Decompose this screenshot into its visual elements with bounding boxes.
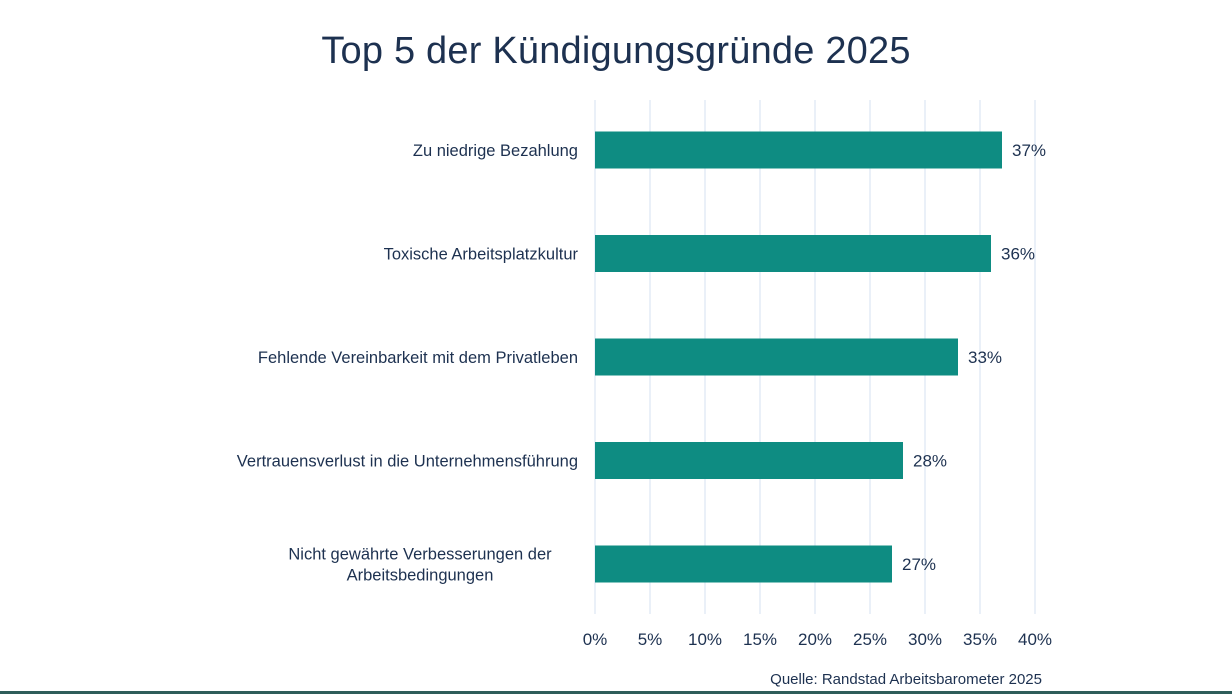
bars <box>595 131 1002 583</box>
x-tick-label: 25% <box>853 630 887 649</box>
chart-title: Top 5 der Kündigungsgründe 2025 <box>321 30 911 72</box>
x-tick-label: 0% <box>583 630 608 649</box>
x-tick-label: 5% <box>638 630 663 649</box>
x-tick-label: 40% <box>1018 630 1052 649</box>
bar <box>595 235 991 272</box>
category-label: Vertrauensverlust in die Unternehmensfüh… <box>237 453 578 471</box>
x-tick-label: 35% <box>963 630 997 649</box>
bar <box>595 442 903 479</box>
data-label: 37% <box>1012 141 1046 160</box>
data-label: 27% <box>902 555 936 574</box>
data-label: 28% <box>913 452 947 471</box>
category-label: Zu niedrige Bezahlung <box>413 142 578 160</box>
category-label: Nicht gewährte Verbesserungen der <box>288 546 552 564</box>
category-label: Toxische Arbeitsplatzkultur <box>384 246 579 264</box>
bar <box>595 131 1002 169</box>
x-tick-label: 30% <box>908 630 942 649</box>
labels: 0% 5% 10% 15% 20% 25% 30% 35% 40% Zu niedrige Bez… <box>237 141 1052 649</box>
bar <box>595 338 958 376</box>
category-label: Arbeitsbedingungen <box>347 567 494 585</box>
source-note: Quelle: Randstad Arbeitsbarometer 2025 <box>770 671 1042 688</box>
x-tick-label: 10% <box>688 630 722 649</box>
x-tick-label: 20% <box>798 630 832 649</box>
data-label: 33% <box>968 348 1002 367</box>
x-tick-label: 15% <box>743 630 777 649</box>
category-label: Fehlende Vereinbarkeit mit dem Privatleb… <box>258 349 578 367</box>
bar <box>595 545 892 583</box>
data-label: 36% <box>1001 245 1035 264</box>
